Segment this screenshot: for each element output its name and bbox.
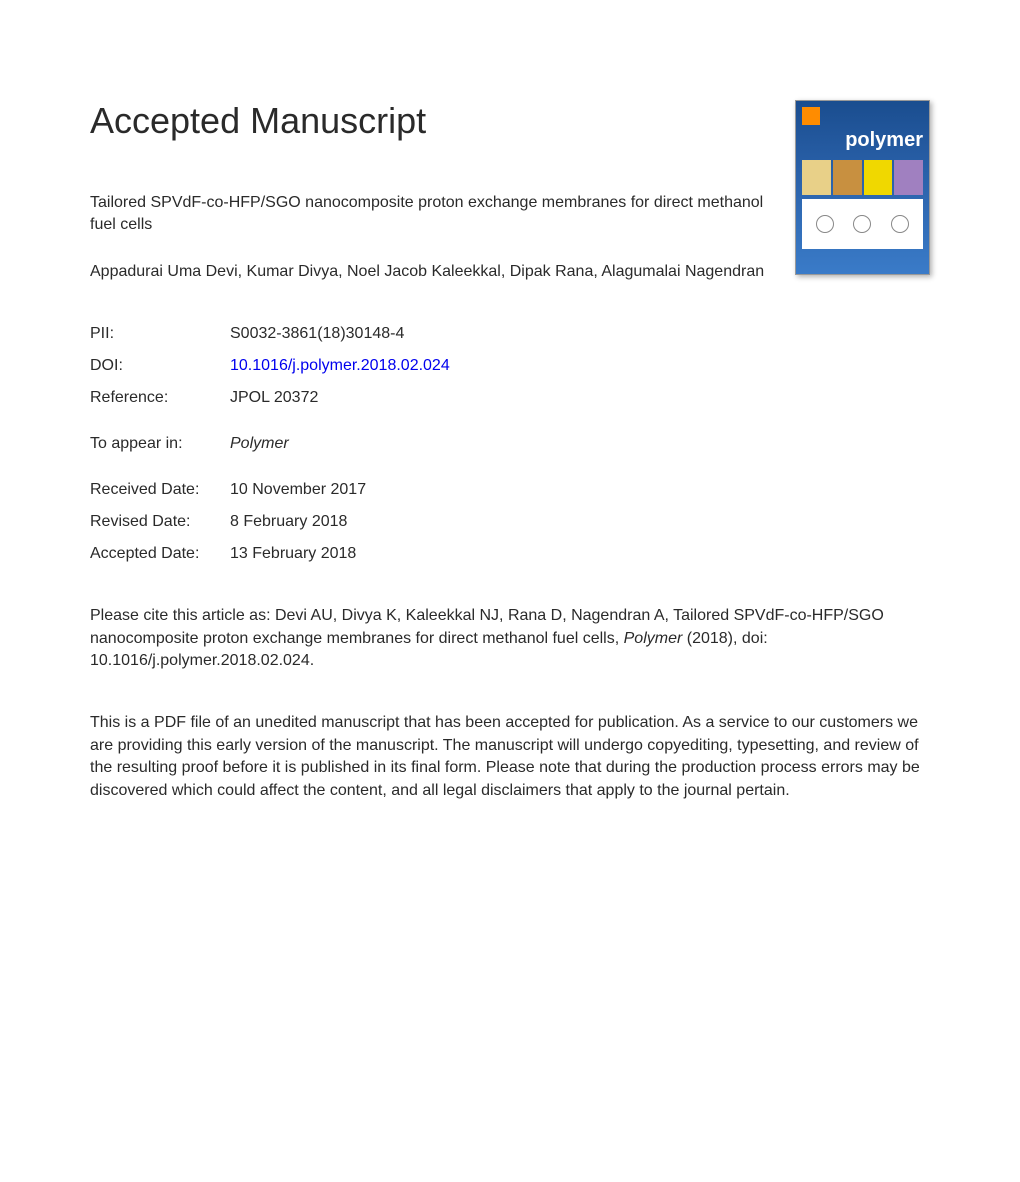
meta-value: Polymer (230, 435, 289, 453)
meta-label: Received Date: (90, 481, 230, 499)
spacer (90, 467, 930, 481)
cover-graphics (802, 199, 923, 249)
metadata-table: PII: S0032-3861(18)30148-4 DOI: 10.1016/… (90, 325, 930, 563)
spacer (90, 421, 930, 435)
meta-label: To appear in: (90, 435, 230, 453)
cover-thumb (864, 160, 893, 195)
meta-row-appear: To appear in: Polymer (90, 435, 930, 453)
meta-row-received: Received Date: 10 November 2017 (90, 481, 930, 499)
meta-row-doi: DOI: 10.1016/j.polymer.2018.02.024 (90, 357, 930, 375)
cover-shape-icon (816, 215, 834, 233)
publisher-logo-icon (802, 107, 820, 125)
authors-list: Appadurai Uma Devi, Kumar Divya, Noel Ja… (90, 261, 790, 283)
meta-row-revised: Revised Date: 8 February 2018 (90, 513, 930, 531)
meta-value: 13 February 2018 (230, 545, 356, 563)
meta-label: DOI: (90, 357, 230, 375)
doi-link[interactable]: 10.1016/j.polymer.2018.02.024 (230, 357, 450, 375)
meta-row-pii: PII: S0032-3861(18)30148-4 (90, 325, 930, 343)
citation-text: Please cite this article as: Devi AU, Di… (90, 605, 930, 672)
meta-value: 8 February 2018 (230, 513, 347, 531)
cover-thumb (833, 160, 862, 195)
meta-label: Accepted Date: (90, 545, 230, 563)
meta-row-accepted: Accepted Date: 13 February 2018 (90, 545, 930, 563)
meta-label: Reference: (90, 389, 230, 407)
journal-cover-title: polymer (802, 129, 923, 152)
citation-journal: Polymer (624, 630, 683, 647)
meta-value: 10 November 2017 (230, 481, 366, 499)
cover-thumb (894, 160, 923, 195)
journal-cover-image: polymer (795, 100, 930, 275)
cover-shape-icon (853, 215, 871, 233)
article-title: Tailored SPVdF-co-HFP/SGO nanocomposite … (90, 192, 790, 237)
cover-shape-icon (891, 215, 909, 233)
meta-value: JPOL 20372 (230, 389, 318, 407)
cover-thumbnails (802, 160, 923, 195)
meta-label: Revised Date: (90, 513, 230, 531)
meta-row-reference: Reference: JPOL 20372 (90, 389, 930, 407)
cover-thumb (802, 160, 831, 195)
disclaimer-text: This is a PDF file of an unedited manusc… (90, 712, 930, 802)
meta-label: PII: (90, 325, 230, 343)
meta-value: S0032-3861(18)30148-4 (230, 325, 404, 343)
